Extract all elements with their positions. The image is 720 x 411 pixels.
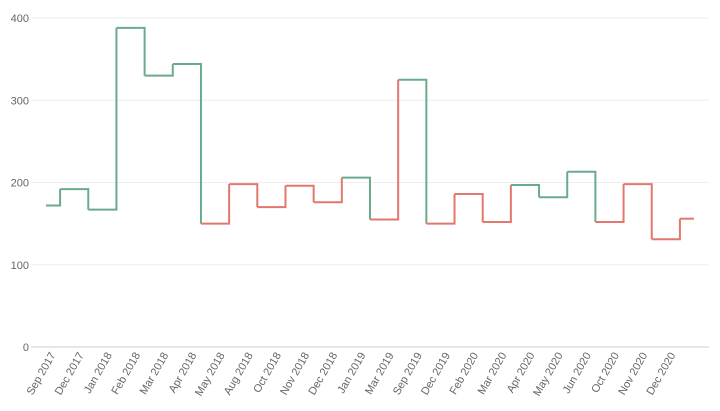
y-tick-label: 0 xyxy=(23,342,29,354)
step-segment xyxy=(116,26,146,76)
step-segment xyxy=(229,183,259,208)
y-tick-label: 300 xyxy=(11,95,29,107)
step-segment xyxy=(341,176,371,220)
step-segment xyxy=(88,27,118,211)
step-segment xyxy=(567,170,597,222)
step-segment xyxy=(144,64,174,77)
y-tick-label: 200 xyxy=(11,178,29,190)
y-tick-label: 400 xyxy=(11,13,29,25)
step-segment xyxy=(595,184,625,223)
step-segment xyxy=(398,78,428,224)
step-segment xyxy=(623,183,653,240)
step-segment xyxy=(285,184,315,203)
step-segment xyxy=(257,185,287,209)
step-segment xyxy=(370,79,400,221)
step-segment xyxy=(172,63,202,224)
step-segment xyxy=(539,171,569,199)
y-tick-label: 100 xyxy=(11,260,29,272)
step-segment xyxy=(651,218,681,241)
step-segment xyxy=(510,183,541,198)
step-segment xyxy=(482,184,512,223)
step-segment xyxy=(426,194,456,225)
step-segment xyxy=(454,193,484,222)
step-segment xyxy=(200,184,231,225)
step-segment xyxy=(60,188,90,210)
step-segment xyxy=(46,189,62,207)
step-segment xyxy=(313,177,343,204)
